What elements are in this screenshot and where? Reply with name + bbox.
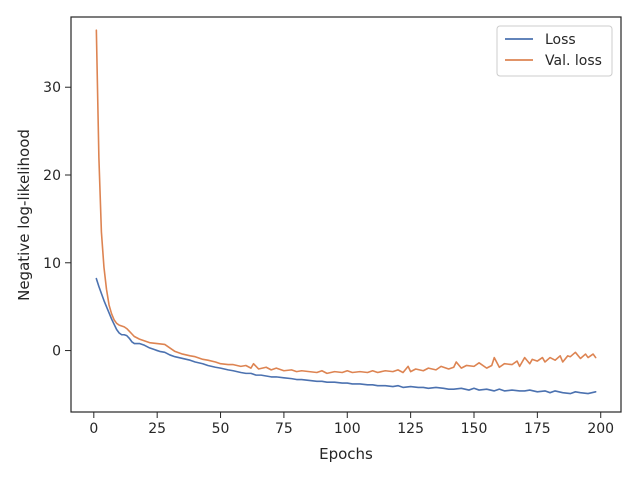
x-axis: 0 25 50 75 100 125 150 175 200 [89, 412, 614, 437]
legend: Loss Val. loss [496, 25, 613, 77]
x-tick-label: 75 [275, 421, 293, 437]
x-tick-label: 150 [461, 421, 488, 437]
x-tick-label: 50 [212, 421, 230, 437]
legend-label: Val. loss [545, 53, 602, 69]
series-line-loss [95, 277, 597, 395]
x-tick-label: 0 [89, 421, 98, 437]
series-layer [95, 29, 597, 395]
series-line-val-loss [95, 29, 597, 375]
x-tick-label: 200 [587, 421, 614, 437]
y-axis-label: Negative log-likelihood [15, 129, 33, 301]
plot-frame [70, 16, 622, 413]
legend-label: Loss [545, 32, 576, 48]
y-tick-label: 10 [43, 256, 61, 272]
x-tick-label: 175 [524, 421, 551, 437]
y-tick-label: 0 [52, 344, 61, 360]
x-axis-label: Epochs [319, 445, 373, 463]
plot-border [70, 16, 622, 413]
y-axis: 0 10 20 30 [43, 80, 71, 360]
x-tick-label: 125 [397, 421, 424, 437]
x-tick-label: 100 [334, 421, 361, 437]
x-tick-label: 25 [148, 421, 166, 437]
y-tick-label: 30 [43, 80, 61, 96]
y-tick-label: 20 [43, 168, 61, 184]
